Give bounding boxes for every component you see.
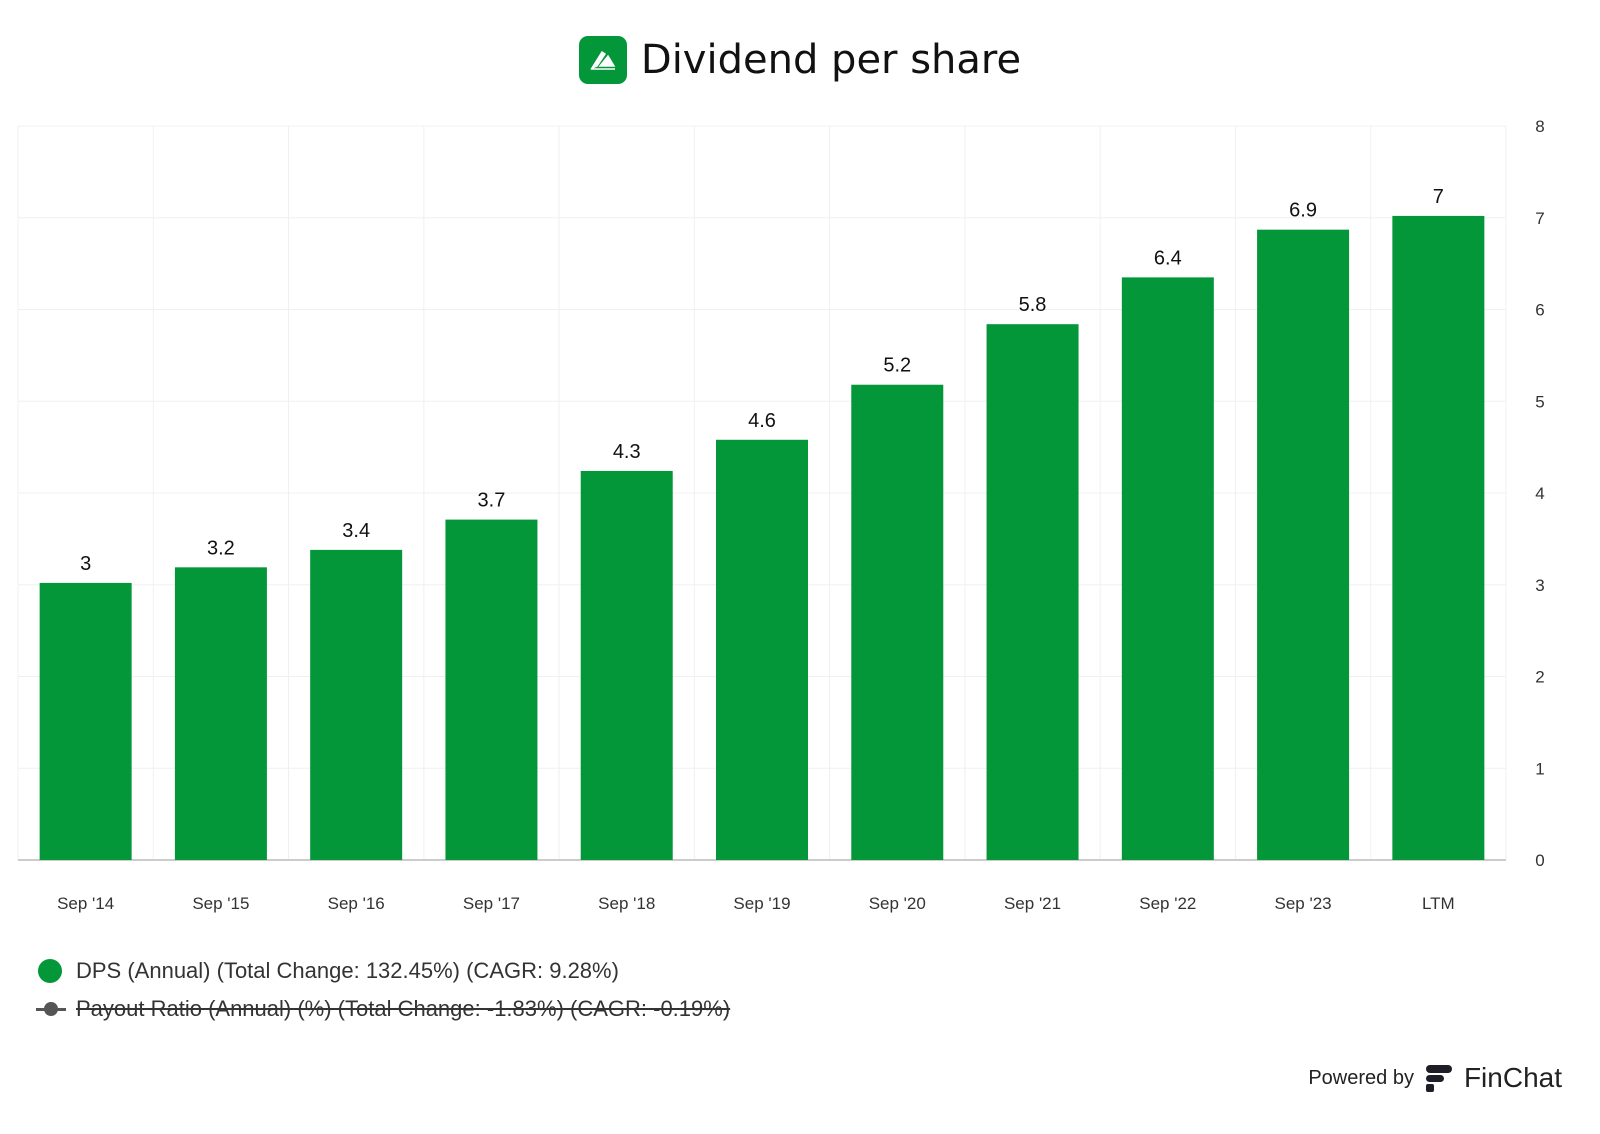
bar [716, 439, 808, 860]
data-label: 4.6 [748, 410, 776, 432]
legend: DPS (Annual) (Total Change: 132.45%) (CA… [36, 952, 731, 1028]
x-tick-label: Sep '18 [598, 894, 655, 913]
data-label: 6.4 [1154, 247, 1182, 269]
data-label: 6.9 [1289, 200, 1317, 222]
bar [1257, 229, 1350, 861]
chart-title: Dividend per share [0, 36, 1600, 84]
footer: Powered by FinChat [1308, 1062, 1562, 1094]
data-label: 7 [1433, 186, 1444, 208]
x-tick-label: Sep '19 [733, 894, 790, 913]
legend-item-dps[interactable]: DPS (Annual) (Total Change: 132.45%) (CA… [38, 952, 730, 990]
x-tick-label: Sep '21 [1004, 894, 1061, 913]
bar [1121, 277, 1214, 860]
bar [851, 384, 944, 860]
y-tick-label: 3 [1535, 576, 1544, 595]
y-tick-label: 4 [1535, 484, 1544, 503]
data-label: 3.4 [342, 520, 370, 542]
legend-item-payout-ratio[interactable]: Payout Ratio (Annual) (%) (Total Change:… [36, 990, 731, 1028]
x-tick-label: Sep '20 [869, 894, 926, 913]
legend-line-marker-icon [36, 997, 66, 1021]
y-tick-label: 1 [1535, 759, 1544, 778]
data-label: 3.7 [478, 490, 506, 512]
x-tick-label: LTM [1422, 894, 1455, 913]
y-tick-label: 8 [1535, 117, 1544, 136]
bar [580, 470, 673, 860]
title-text: Dividend per share [640, 37, 1022, 83]
legend-label: DPS (Annual) (Total Change: 132.45%) (CA… [76, 958, 619, 983]
y-tick-label: 6 [1535, 301, 1544, 320]
y-tick-label: 0 [1535, 851, 1544, 870]
y-tick-label: 2 [1535, 668, 1544, 687]
bar [310, 549, 403, 860]
x-tick-label: Sep '16 [328, 894, 385, 913]
data-label: 4.3 [613, 441, 641, 463]
finchat-brand[interactable]: FinChat [1463, 1062, 1562, 1093]
bar [39, 582, 132, 860]
x-tick-label: Sep '22 [1139, 894, 1196, 913]
x-tick-label: Sep '23 [1275, 894, 1332, 913]
data-label: 5.8 [1019, 294, 1047, 316]
bar [1392, 215, 1485, 861]
y-tick-label: 7 [1535, 209, 1544, 228]
data-label: 3.2 [207, 537, 235, 559]
y-tick-label: 5 [1535, 392, 1544, 411]
x-tick-label: Sep '17 [463, 894, 520, 913]
legend-dot-icon [38, 959, 62, 983]
dividend-icon [578, 36, 627, 84]
x-tick-label: Sep '14 [57, 894, 114, 913]
legend-label: Payout Ratio (Annual) (%) (Total Change:… [76, 996, 731, 1021]
finchat-logo-icon [1425, 1065, 1452, 1092]
powered-by-text: Powered by [1308, 1066, 1414, 1089]
bar [445, 519, 538, 860]
bar [986, 324, 1079, 860]
data-label: 3 [80, 553, 91, 575]
bar [174, 567, 267, 860]
x-tick-label: Sep '15 [192, 894, 249, 913]
data-label: 5.2 [883, 355, 911, 377]
